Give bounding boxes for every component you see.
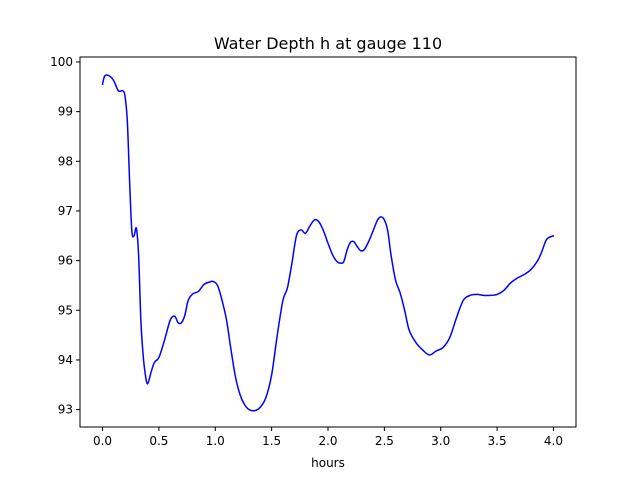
x-tick-label: 3.5 [488,434,507,448]
y-tick-label: 96 [58,254,73,268]
x-tick-label: 0.5 [149,434,168,448]
plot-frame [79,56,577,428]
x-tick-label: 1.0 [206,434,225,448]
y-tick-label: 99 [58,105,73,119]
y-tick-label: 100 [50,55,73,69]
x-tick-label: 2.5 [375,434,394,448]
y-tick-label: 98 [58,154,73,168]
y-tick-label: 93 [58,403,73,417]
series-line [101,74,555,412]
y-tick-label: 95 [58,303,73,317]
x-tick-label: 2.0 [318,434,337,448]
x-tick-label: 1.5 [262,434,281,448]
x-tick-label: 4.0 [544,434,563,448]
y-tick-label: 94 [58,353,73,367]
chart-title: Water Depth h at gauge 110 [214,34,442,53]
x-axis-label: hours [311,456,345,470]
x-tick-label: 3.0 [431,434,450,448]
y-tick-label: 97 [58,204,73,218]
ticks: 0.0 0.5 1.0 1.5 2.0 2.5 3.0 3.5 4.0 93 94 95 96 97 98 9… [50,55,563,448]
x-tick-label: 0.0 [93,434,112,448]
